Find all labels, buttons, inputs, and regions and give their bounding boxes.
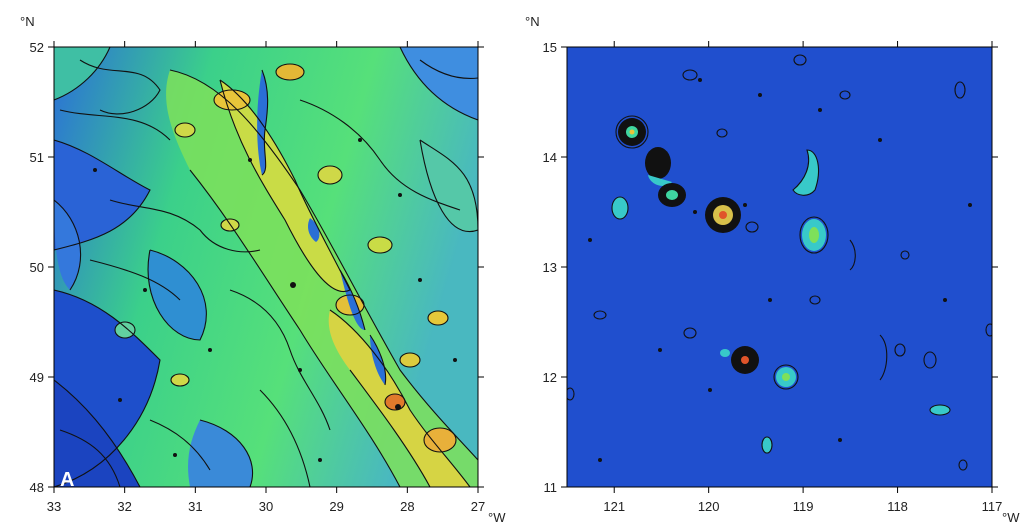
left-bathymetry-field bbox=[54, 47, 478, 487]
y-tick-label: 12 bbox=[543, 370, 557, 385]
y-tick-label: 13 bbox=[543, 260, 557, 275]
x-tick-label: 117 bbox=[982, 499, 1003, 514]
y-tick-label: 52 bbox=[30, 40, 44, 55]
x-tick-label: 27 bbox=[471, 499, 485, 514]
x-tick-label: 121 bbox=[603, 499, 625, 514]
panel-letter-a: A bbox=[60, 469, 74, 491]
x-tick-label: 32 bbox=[117, 499, 131, 514]
right-map-panel: 121 120 119 118 117 15 14 13 12 11 °N °W bbox=[525, 14, 1020, 524]
seamount-2 bbox=[645, 147, 672, 186]
left-axis-ticks: 33 32 31 30 29 28 27 52 51 50 49 48 bbox=[30, 40, 486, 514]
left-map-panel: A 33 32 31 30 29 28 27 52 51 50 49 48 °N °W bbox=[20, 14, 506, 524]
y-tick-label: 11 bbox=[544, 480, 558, 495]
y-tick-label: 15 bbox=[543, 40, 557, 55]
seamount-4 bbox=[705, 197, 741, 233]
y-tick-label: 49 bbox=[30, 370, 44, 385]
x-tick-label: 119 bbox=[793, 499, 814, 514]
seamount-3 bbox=[658, 183, 686, 207]
x-tick-label: 33 bbox=[47, 499, 61, 514]
right-lon-unit: °W bbox=[1002, 510, 1020, 524]
x-tick-label: 118 bbox=[887, 499, 908, 514]
right-lat-unit: °N bbox=[525, 14, 540, 29]
x-tick-label: 28 bbox=[400, 499, 414, 514]
x-tick-label: 30 bbox=[259, 499, 273, 514]
seamount-1 bbox=[618, 118, 646, 146]
x-tick-label: 29 bbox=[329, 499, 343, 514]
y-tick-label: 51 bbox=[30, 150, 44, 165]
y-tick-label: 50 bbox=[30, 260, 44, 275]
seamount-7 bbox=[776, 367, 796, 387]
left-lat-unit: °N bbox=[20, 14, 35, 29]
y-tick-label: 14 bbox=[543, 150, 557, 165]
x-tick-label: 31 bbox=[188, 499, 202, 514]
right-bathymetry-field bbox=[567, 47, 992, 487]
seamount-5 bbox=[731, 346, 759, 374]
seamount-6 bbox=[802, 219, 826, 251]
left-lon-unit: °W bbox=[488, 510, 506, 524]
x-tick-label: 120 bbox=[698, 499, 720, 514]
y-tick-label: 48 bbox=[30, 480, 44, 495]
right-axis-ticks: 121 120 119 118 117 15 14 13 12 11 bbox=[543, 40, 1003, 514]
